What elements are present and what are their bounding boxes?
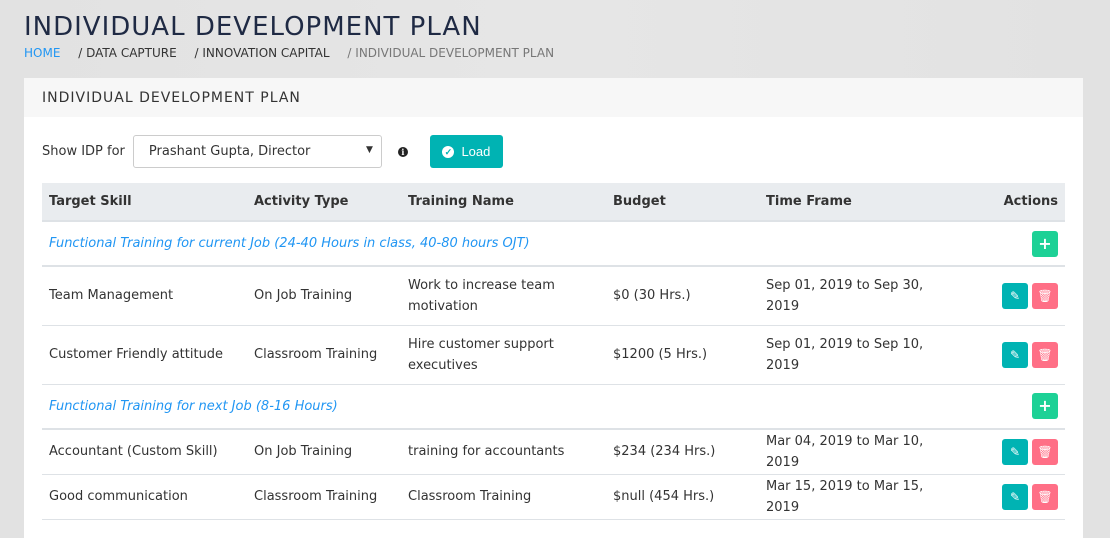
check-circle-icon: ✓ xyxy=(442,145,455,158)
table-row: Accountant (Custom Skill) On Job Training… xyxy=(42,429,1065,475)
cell: $0 (30 Hrs.) xyxy=(606,266,759,326)
cell: Team Management xyxy=(42,266,247,326)
page-title: INDIVIDUAL DEVELOPMENT PLAN xyxy=(24,12,482,42)
column-header: Activity Type xyxy=(247,183,401,222)
cell: Sep 01, 2019 to Sep 10, 2019 xyxy=(759,325,959,385)
row-actions: ✎ 🗑 xyxy=(959,266,1065,326)
idp-table: Target Skill Activity Type Training Name Bu… xyxy=(42,183,1065,520)
cell: Customer Friendly attitude xyxy=(42,325,247,385)
employee-select-value: Prashant Gupta, Director xyxy=(148,144,311,159)
pencil-icon: ✎ xyxy=(1009,444,1021,459)
cell: Classroom Training xyxy=(401,474,606,520)
pencil-icon: ✎ xyxy=(1009,489,1021,504)
add-button[interactable]: + xyxy=(1032,393,1058,420)
section-title[interactable]: Functional Training for next Job (8-16 H… xyxy=(42,384,959,430)
delete-button[interactable]: 🗑 xyxy=(1032,282,1058,309)
idp-card: INDIVIDUAL DEVELOPMENT PLAN Show IDP for… xyxy=(24,78,1083,538)
table-row: Customer Friendly attitude Classroom Trai… xyxy=(42,325,1065,385)
section-row: Functional Training for current Job (24-… xyxy=(42,221,1065,267)
edit-button[interactable]: ✎ xyxy=(1002,282,1028,309)
breadcrumb-home[interactable]: HOME xyxy=(24,46,61,60)
cell: Hire customer support executives xyxy=(401,325,606,385)
cell: Work to increase team motivation xyxy=(401,266,606,326)
load-button[interactable]: ✓ Load xyxy=(429,135,503,168)
cell: $null (454 Hrs.) xyxy=(606,474,759,520)
edit-button[interactable]: ✎ xyxy=(1002,483,1028,510)
row-actions: ✎ 🗑 xyxy=(959,325,1065,385)
section-title[interactable]: Functional Training for current Job (24-… xyxy=(42,221,959,267)
cell: Mar 04, 2019 to Mar 10, 2019 xyxy=(759,429,959,475)
trash-icon: 🗑 xyxy=(1037,288,1053,303)
load-label: Load xyxy=(461,144,491,159)
column-header: Budget xyxy=(606,183,759,222)
idp-filter: Show IDP for Prashant Gupta, Director ▼ i… xyxy=(42,135,503,168)
column-header: Training Name xyxy=(401,183,606,222)
edit-button[interactable]: ✎ xyxy=(1002,341,1028,368)
breadcrumb-data-capture[interactable]: / DATA CAPTURE xyxy=(78,46,177,60)
cell: Sep 01, 2019 to Sep 30, 2019 xyxy=(759,266,959,326)
edit-button[interactable]: ✎ xyxy=(1002,438,1028,465)
row-actions: ✎ 🗑 xyxy=(959,429,1065,475)
show-idp-label: Show IDP for xyxy=(42,144,125,159)
trash-icon: 🗑 xyxy=(1037,489,1053,504)
section-row: Functional Training for next Job (8-16 H… xyxy=(42,384,1065,430)
delete-button[interactable]: 🗑 xyxy=(1032,483,1058,510)
trash-icon: 🗑 xyxy=(1037,444,1053,459)
cell: $1200 (5 Hrs.) xyxy=(606,325,759,385)
breadcrumb-innovation-capital[interactable]: / INNOVATION CAPITAL xyxy=(194,46,330,60)
plus-icon: + xyxy=(1038,233,1052,253)
delete-button[interactable]: 🗑 xyxy=(1032,438,1058,465)
info-icon[interactable]: i xyxy=(397,146,408,157)
breadcrumb-current: / INDIVIDUAL DEVELOPMENT PLAN xyxy=(347,46,555,60)
card-title: INDIVIDUAL DEVELOPMENT PLAN xyxy=(24,78,1083,117)
pencil-icon: ✎ xyxy=(1009,347,1021,362)
cell: Classroom Training xyxy=(247,325,401,385)
table-row: Team Management On Job Training Work to in… xyxy=(42,266,1065,326)
trash-icon: 🗑 xyxy=(1037,347,1053,362)
cell: Mar 15, 2019 to Mar 15, 2019 xyxy=(759,474,959,520)
plus-icon: + xyxy=(1038,396,1052,416)
section-actions: + xyxy=(959,384,1065,430)
cell: Good communication xyxy=(42,474,247,520)
column-header: Target Skill xyxy=(42,183,247,222)
table-row: Good communication Classroom Training Clas… xyxy=(42,474,1065,520)
caret-down-icon: ▼ xyxy=(365,145,373,155)
add-button[interactable]: + xyxy=(1032,230,1058,257)
cell: On Job Training xyxy=(247,266,401,326)
pencil-icon: ✎ xyxy=(1009,288,1021,303)
cell: $234 (234 Hrs.) xyxy=(606,429,759,475)
breadcrumb: HOME / DATA CAPTURE / INNOVATION CAPITAL… xyxy=(24,46,568,60)
cell: training for accountants xyxy=(401,429,606,475)
cell: Classroom Training xyxy=(247,474,401,520)
column-header: Actions xyxy=(959,183,1065,222)
employee-select[interactable]: Prashant Gupta, Director ▼ xyxy=(132,135,382,168)
section-actions: + xyxy=(959,221,1065,267)
column-header: Time Frame xyxy=(759,183,959,222)
cell: Accountant (Custom Skill) xyxy=(42,429,247,475)
row-actions: ✎ 🗑 xyxy=(959,474,1065,520)
delete-button[interactable]: 🗑 xyxy=(1032,341,1058,368)
cell: On Job Training xyxy=(247,429,401,475)
